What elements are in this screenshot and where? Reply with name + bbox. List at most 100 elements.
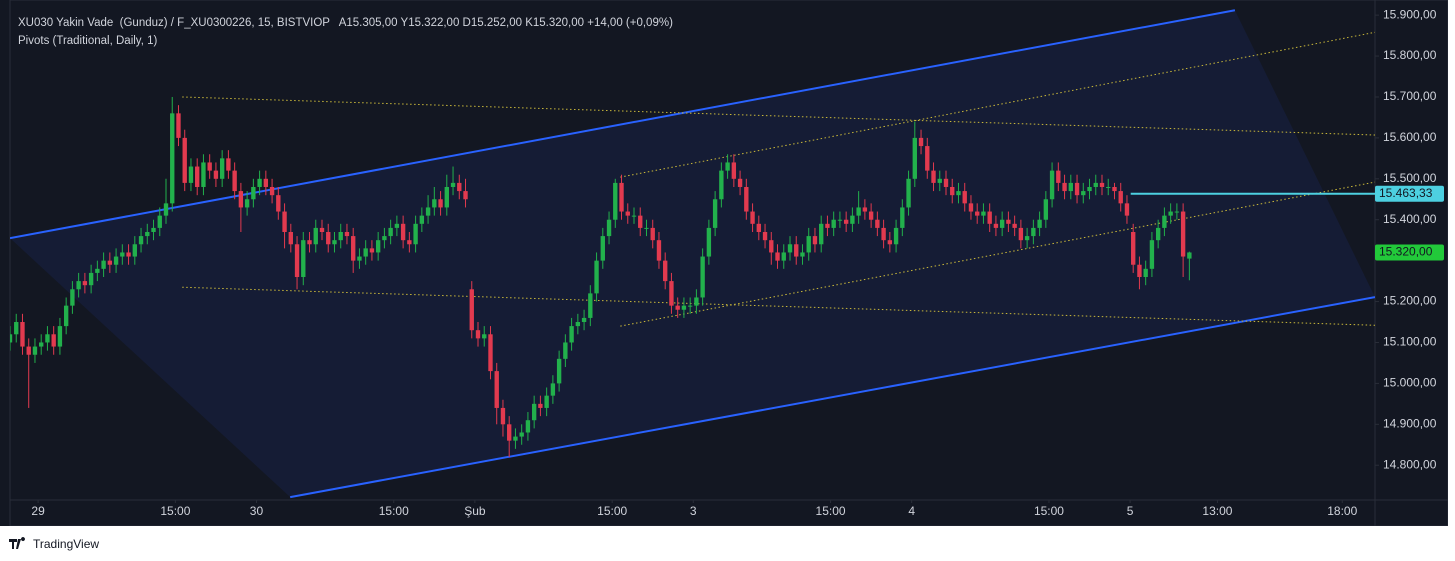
candle-body [513,436,518,441]
candle-body [1112,186,1117,192]
price-label-box [1375,185,1444,202]
candle-body [301,240,306,278]
candle-body [213,170,219,179]
candle-body [201,162,206,187]
candle-body [195,166,200,187]
x-tick-label: 18:00 [1327,504,1357,518]
candle-body [669,281,674,306]
candle-body [606,219,612,237]
candle-body [625,211,630,216]
drawing-line [182,96,1375,136]
candle-body [1056,170,1061,183]
y-tick-label: 15.600,00 [1383,130,1437,144]
candle-body [750,211,755,224]
candle-body [425,207,431,216]
symbol-legend: XU030 Yakin Vade (Gunduz) / F_XU0300226,… [18,17,673,29]
candle-body [556,358,562,384]
candle-body [450,182,456,187]
candle-body [113,256,119,265]
price-label: 15.320,00 [1379,245,1433,259]
candle-body [1118,191,1123,204]
candle-body [787,244,793,253]
candle-body [257,178,262,187]
candle-body [975,211,980,216]
candle-body [912,137,917,179]
candle-body [95,268,100,273]
candle-body [588,293,593,318]
y-tick-label: 15.700,00 [1383,89,1437,103]
candle-body [1062,182,1067,192]
candle-body [232,170,237,192]
candle-body [687,305,693,307]
candle-body [151,227,156,232]
candle-body [170,113,175,204]
candle-body [550,383,556,396]
candle-body [1006,219,1011,224]
candle-body [482,334,487,339]
candle-body [638,215,643,228]
candle-body [126,252,131,257]
candle-body [1155,227,1161,241]
candle-body [244,199,250,208]
drawing-line [289,296,1375,499]
candle-body [332,240,337,245]
candle-body [725,162,730,171]
candle-body [388,227,393,237]
candle-body [675,305,680,310]
candle-body [831,219,836,228]
candle-body [82,281,88,286]
candle-body [825,223,830,228]
y-tick-label: 15.000,00 [1383,376,1437,390]
candle-body [1143,268,1148,278]
candle-body [120,252,125,257]
candle-body [176,113,181,138]
candle-body [1049,170,1055,200]
candle-body [1074,182,1080,196]
candle-body [145,231,150,237]
candle-body [868,211,874,220]
x-tick-label: Şub [464,504,486,518]
x-tick-label: 3 [690,504,697,518]
candle-body [369,248,375,253]
x-tick-label: 29 [31,504,45,518]
x-tick-label: 15:00 [1034,504,1064,518]
candle-body [20,322,25,347]
candle-body [943,178,949,187]
candle-body [375,240,381,253]
plot-area [10,9,1375,499]
candle-body [999,219,1005,228]
candle-body [400,223,406,241]
candle-body [744,186,749,212]
y-tick-label: 15.800,00 [1383,48,1437,62]
candle-body [925,146,930,171]
drawing-line [620,181,1375,327]
candle-body [1043,199,1049,220]
price-label-box [1375,244,1444,261]
candle-body [238,191,244,208]
candle-body [956,191,961,196]
candle-body [644,227,649,229]
candle-body [569,326,574,343]
candle-body [575,322,581,327]
candle-body [1068,182,1073,192]
candle-body [14,322,19,335]
brand-logo [9,537,25,549]
candle-body [887,240,893,245]
candle-body [1131,231,1136,265]
candle-body [694,297,699,306]
indicator-legend: Pivots (Traditional, Daily, 1) [18,35,158,47]
candle-body [1031,227,1036,237]
candle-body [1149,240,1155,269]
candle-body [613,182,618,220]
candle-body [269,186,275,196]
candle-body [1099,182,1105,187]
candle-body [282,211,287,232]
x-tick-label: 5 [1127,504,1134,518]
candle-body [182,137,187,183]
channel-fill [10,10,1375,498]
candle-body [525,420,531,433]
drawing-line [620,31,1375,178]
candle-body [438,199,443,208]
candle-body [51,334,56,347]
candle-body [600,236,605,261]
